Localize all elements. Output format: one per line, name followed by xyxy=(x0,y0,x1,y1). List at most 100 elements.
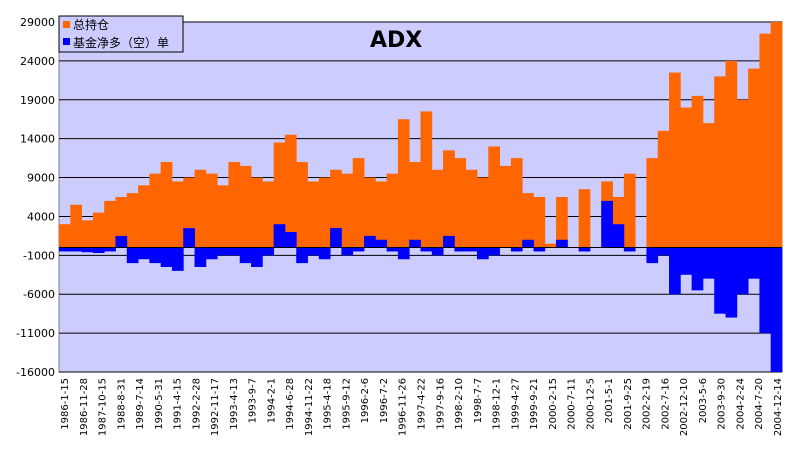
total-open-interest-bar xyxy=(623,173,636,248)
total-open-interest-bar xyxy=(194,169,207,248)
fund-net-position-bar xyxy=(284,232,297,248)
x-tick-label: 2000-12-5 xyxy=(585,378,596,430)
x-tick-label: 1986-1-15 xyxy=(60,378,71,430)
x-tick-label: 2002-2-19 xyxy=(642,378,653,430)
x-tick-label: 2003-5-6 xyxy=(698,378,709,423)
x-tick-label: 2004-12-14 xyxy=(773,378,784,436)
x-tick-label: 1996-11-26 xyxy=(398,378,409,436)
fund-net-position-bar xyxy=(454,247,467,252)
x-tick-label: 1998-2-10 xyxy=(454,378,465,430)
fund-net-position-bar xyxy=(714,247,726,314)
x-tick-label: 2003-9-30 xyxy=(717,378,728,430)
total-open-interest-bar xyxy=(522,193,534,248)
fund-net-position-bar xyxy=(126,247,139,264)
total-open-interest-bar xyxy=(92,212,105,248)
x-tick-label: 1993-9-7 xyxy=(248,378,259,423)
y-tick-label: -11000 xyxy=(16,327,55,340)
fund-net-position-bar xyxy=(217,247,229,256)
total-open-interest-bar xyxy=(307,181,320,248)
fund-net-position-bar xyxy=(341,247,354,256)
legend-swatch-net xyxy=(63,38,70,45)
legend-label-net: 基金净多（空）单 xyxy=(73,35,169,50)
fund-net-position-bar xyxy=(59,247,71,252)
total-open-interest-bar xyxy=(499,165,512,248)
total-open-interest-bar xyxy=(454,158,467,248)
total-open-interest-bar xyxy=(612,197,625,248)
fund-net-position-bar xyxy=(386,247,399,252)
x-tick-label: 1995-9-12 xyxy=(341,378,352,430)
y-tick-label: -6000 xyxy=(23,288,55,301)
total-open-interest-bar xyxy=(251,177,263,248)
total-open-interest-bar xyxy=(578,189,591,248)
fund-net-position-bar xyxy=(81,247,94,253)
x-tick-label: 1996-2-6 xyxy=(360,378,371,423)
x-tick-label: 1994-6-28 xyxy=(285,378,296,430)
x-tick-label: 1992-2-28 xyxy=(191,378,202,430)
x-tick-label: 1993-4-13 xyxy=(229,378,240,430)
total-open-interest-bar xyxy=(115,197,128,248)
x-tick-label: 1998-7-7 xyxy=(473,378,484,423)
fund-net-position-bar xyxy=(228,247,241,256)
fund-net-position-bar xyxy=(149,247,162,264)
x-tick-label: 2004-2-24 xyxy=(735,378,746,430)
x-tick-label: 1992-11-17 xyxy=(210,378,221,436)
total-open-interest-bar xyxy=(770,22,783,248)
fund-net-position-bar xyxy=(748,247,760,279)
total-open-interest-bar xyxy=(160,162,173,248)
total-open-interest-bar xyxy=(341,173,354,248)
x-tick-label: 2000-7-11 xyxy=(567,378,578,430)
x-tick-label: 2002-7-16 xyxy=(660,378,671,430)
fund-net-position-bar xyxy=(725,247,738,318)
total-open-interest-bar xyxy=(296,162,308,248)
fund-net-position-bar xyxy=(533,247,546,252)
fund-net-position-bar xyxy=(443,235,455,248)
fund-net-position-bar xyxy=(397,247,410,260)
fund-net-position-bar xyxy=(160,247,173,267)
x-tick-label: 1999-9-21 xyxy=(529,378,540,430)
x-tick-label: 2001-9-25 xyxy=(623,378,634,430)
x-tick-label: 1999-4-27 xyxy=(510,378,521,430)
total-open-interest-bar xyxy=(183,177,195,248)
y-axis-ticks: 29000 24000 19000 14000 9000 4000 -1000 -6000 -1… xyxy=(16,16,55,379)
total-open-interest-bar xyxy=(239,165,252,248)
total-open-interest-bar xyxy=(138,185,150,248)
x-tick-label: 1989-7-14 xyxy=(135,378,146,430)
x-tick-label: 1998-12-1 xyxy=(492,378,503,430)
fund-net-position-bar xyxy=(330,228,342,248)
fund-net-position-bar xyxy=(420,247,433,252)
total-open-interest-bar xyxy=(669,72,681,248)
fund-net-position-bar xyxy=(646,247,659,264)
fund-net-position-bar xyxy=(612,224,625,248)
fund-net-position-bar xyxy=(702,247,715,279)
x-tick-label: 1996-7-2 xyxy=(379,378,390,423)
total-open-interest-bar xyxy=(262,181,275,248)
legend-box xyxy=(58,15,184,53)
fund-net-position-bar xyxy=(759,247,772,334)
fund-net-position-bar xyxy=(70,247,82,252)
y-tick-label: 24000 xyxy=(20,55,55,68)
y-tick-label: -1000 xyxy=(23,249,55,262)
fund-net-position-bar xyxy=(770,247,783,372)
x-tick-label: 2000-2-15 xyxy=(548,378,559,430)
total-open-interest-bar xyxy=(81,220,94,248)
fund-net-position-bar xyxy=(205,247,218,260)
y-tick-label: 29000 xyxy=(20,16,55,29)
fund-net-position-bar xyxy=(488,247,500,256)
total-open-interest-bar xyxy=(759,33,772,248)
total-open-interest-bar xyxy=(533,197,546,248)
x-tick-label: 1994-11-22 xyxy=(304,378,315,436)
fund-net-position-bar xyxy=(273,224,286,248)
y-tick-label: 9000 xyxy=(27,172,55,185)
x-tick-label: 1988-8-31 xyxy=(116,378,127,430)
x-tick-label: 1997-9-16 xyxy=(435,378,446,430)
x-tick-label: 1997-4-22 xyxy=(417,378,428,430)
fund-net-position-bar xyxy=(318,247,331,260)
fund-net-position-bar xyxy=(364,235,376,248)
total-open-interest-bar xyxy=(702,123,715,248)
total-open-interest-bar xyxy=(476,177,489,248)
fund-net-position-bar xyxy=(375,239,388,248)
total-open-interest-bar xyxy=(443,150,455,248)
y-tick-label: -16000 xyxy=(16,366,55,379)
fund-net-position-bar xyxy=(104,247,116,252)
